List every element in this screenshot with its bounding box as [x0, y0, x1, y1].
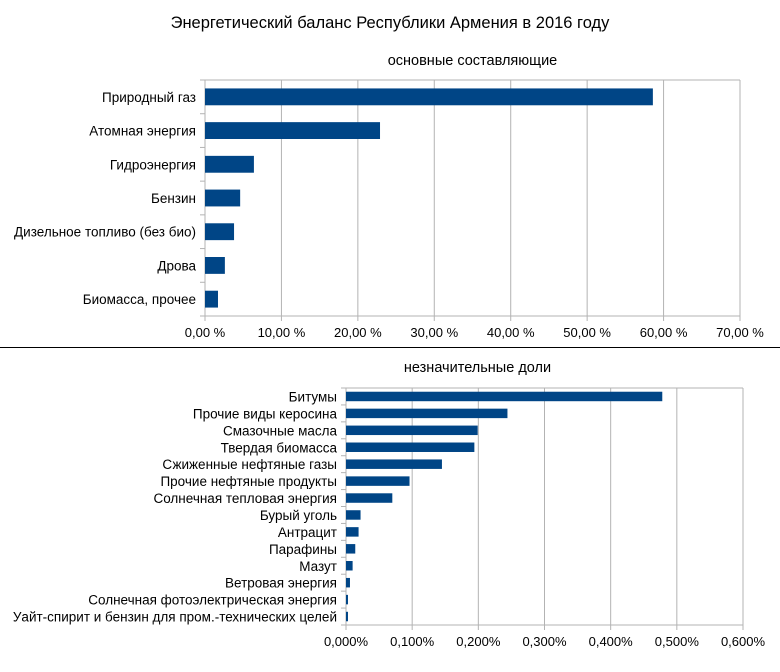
chart2-category-label: Солнечная фотоэлектрическая энергия — [88, 593, 337, 608]
chart1-category-label: Атомная энергия — [89, 124, 196, 139]
chart2-category-label: Прочие нефтяные продукты — [160, 474, 337, 489]
chart1-tick-label: 60,00 % — [640, 325, 688, 340]
chart1-bar — [205, 189, 241, 207]
chart1-category-label: Природный газ — [102, 90, 196, 105]
chart1-bar — [205, 155, 254, 173]
chart1-bar — [205, 88, 653, 106]
chart2-category-label: Сжиженные нефтяные газы — [162, 457, 337, 472]
chart2-bar — [346, 391, 663, 402]
chart1-category-label: Бензин — [151, 191, 196, 206]
chart1-bar — [205, 257, 225, 274]
chart2-category-label: Солнечная тепловая энергия — [153, 491, 337, 506]
chart1-tick-label: 0,00 % — [185, 325, 226, 340]
chart2-category-label: Смазочные масла — [223, 423, 338, 438]
chart1-bar — [205, 223, 235, 241]
chart1-tick-label: 30,00 % — [410, 325, 458, 340]
chart2-subtitle: незначительные доли — [403, 360, 552, 376]
page-title: Энергетический баланс Республики Армения… — [170, 14, 610, 32]
chart2-bar — [346, 408, 508, 419]
chart2-tick-label: 0,600% — [721, 634, 766, 649]
chart1-tick-label: 70,00 % — [716, 325, 764, 340]
chart2-category-label: Твердая биомасса — [221, 440, 338, 455]
chart2-category-label: Ветровая энергия — [225, 576, 337, 591]
chart2-bar — [346, 425, 478, 436]
chart1-tick-label: 50,00 % — [563, 325, 611, 340]
chart1-tick-label: 10,00 % — [258, 325, 306, 340]
chart2-tick-label: 0,300% — [522, 634, 567, 649]
chart2-bar — [346, 527, 359, 537]
chart1-category-label: Гидроэнергия — [110, 157, 196, 172]
chart1-bar — [205, 290, 218, 308]
chart2-tick-label: 0,200% — [456, 634, 501, 649]
section-divider — [0, 347, 780, 348]
chart1-tick-label: 20,00 % — [334, 325, 382, 340]
chart2-category-label: Уайт-спирит и бензин для пром.-техническ… — [13, 610, 337, 625]
chart2-category-label: Бурый уголь — [260, 508, 337, 523]
chart2-tick-label: 0,100% — [390, 634, 435, 649]
chart1-bar — [205, 122, 381, 139]
chart2-category-label: Антрацит — [278, 525, 337, 540]
chart2-category-label: Парафины — [269, 542, 337, 557]
chart2-category-label: Прочие виды керосина — [193, 406, 338, 421]
chart1-category-label: Дизельное топливо (без био) — [14, 225, 196, 240]
chart2-bar — [346, 476, 410, 486]
chart2-bar — [346, 493, 393, 503]
chart2-category-label: Мазут — [299, 559, 337, 574]
chart-main-components: Природный газ Атомная энергия Гидроэнергия… — [14, 79, 764, 340]
chart2-bar — [346, 611, 348, 622]
chart1-category-label: Биомасса, прочее — [83, 292, 196, 307]
chart2-tick-label: 0,400% — [589, 634, 634, 649]
chart1-tick-label: 40,00 % — [487, 325, 535, 340]
chart2-bar — [346, 561, 353, 571]
chart2-bar — [346, 459, 442, 469]
chart2-bar — [346, 510, 361, 520]
chart1-category-label: Дрова — [157, 258, 196, 273]
chart2-bar — [346, 577, 350, 588]
chart2-tick-label: 0,500% — [655, 634, 700, 649]
chart1-subtitle: основные составляющие — [387, 53, 558, 69]
chart2-category-label: Битумы — [289, 389, 337, 404]
chart2-bar — [346, 544, 356, 554]
chart2-bar — [346, 442, 475, 452]
chart2-bar — [346, 594, 348, 605]
chart2-tick-label: 0,000% — [324, 634, 369, 649]
